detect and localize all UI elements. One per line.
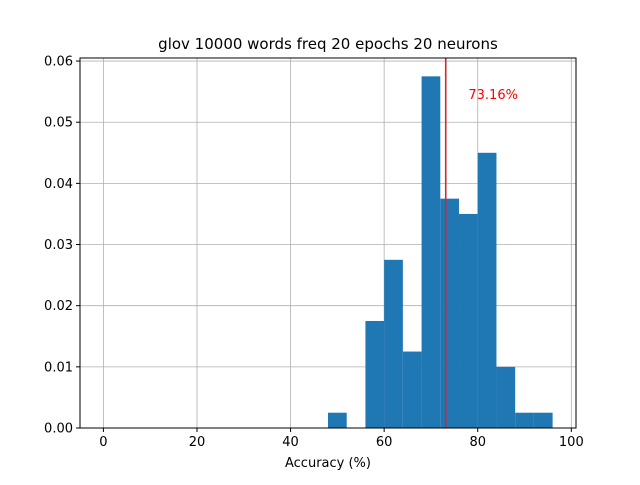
y-axis-ticks: 0.00 0.01 0.02 0.03 0.04 0.05 0.06 bbox=[44, 55, 80, 437]
histogram-bar bbox=[496, 366, 516, 428]
histogram-bar bbox=[477, 152, 497, 428]
y-tick-label: 0.03 bbox=[44, 238, 73, 253]
histogram-bar bbox=[421, 76, 441, 428]
x-tick-label: 60 bbox=[376, 435, 393, 450]
y-tick-label: 0.02 bbox=[44, 299, 73, 314]
accuracy-annotation: 73.16% bbox=[468, 88, 518, 103]
y-tick-label: 0.00 bbox=[44, 422, 73, 437]
x-tick-label: 20 bbox=[189, 435, 206, 450]
x-tick-label: 100 bbox=[559, 435, 584, 450]
histogram-bar bbox=[440, 198, 460, 428]
y-tick-label: 0.05 bbox=[44, 116, 73, 131]
x-axis-ticks: 0 20 40 60 80 100 bbox=[99, 428, 584, 450]
histogram-bar bbox=[402, 351, 422, 428]
histogram-bar bbox=[384, 259, 403, 428]
histogram-bar bbox=[459, 213, 478, 428]
histogram-bar bbox=[365, 320, 385, 428]
chart-title: glov 10000 words freq 20 epochs 20 neuro… bbox=[158, 35, 498, 53]
y-tick-label: 0.04 bbox=[44, 177, 73, 192]
x-tick-label: 0 bbox=[99, 435, 107, 450]
x-axis-label: Accuracy (%) bbox=[285, 456, 371, 471]
plot-frame bbox=[79, 57, 577, 429]
histogram-bar bbox=[515, 412, 534, 428]
x-tick-label: 40 bbox=[282, 435, 299, 450]
x-tick-label: 80 bbox=[469, 435, 486, 450]
y-tick-label: 0.01 bbox=[44, 360, 73, 375]
histogram-bar bbox=[328, 412, 347, 428]
y-tick-label: 0.06 bbox=[44, 55, 73, 70]
histogram-bar bbox=[533, 412, 553, 428]
